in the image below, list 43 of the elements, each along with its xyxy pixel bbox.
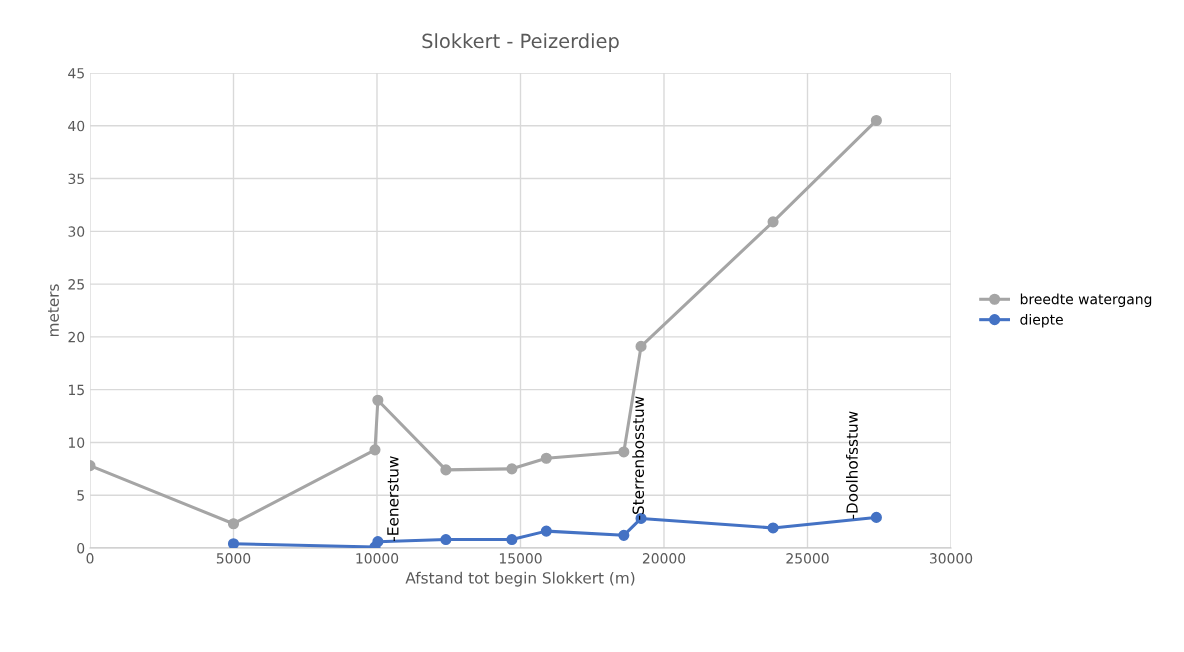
point	[618, 529, 630, 541]
y-tick-label: 0	[77, 542, 85, 554]
y-tick-label: 15	[68, 384, 84, 396]
x-tick-label: 20000	[642, 553, 686, 564]
point	[506, 463, 518, 475]
x-tick-label: 15000	[499, 553, 542, 564]
y-tick-label: 40	[68, 120, 85, 132]
point	[440, 533, 452, 546]
y-tick-label: 10	[68, 437, 85, 448]
point	[870, 114, 882, 127]
chart-title: Slokkert - Peizerdiep	[422, 33, 619, 53]
point	[369, 444, 381, 456]
x-tick-label: 30000	[929, 553, 973, 564]
point	[540, 452, 552, 464]
point	[372, 536, 384, 548]
point	[227, 538, 240, 548]
point	[440, 464, 452, 476]
annotation: -Eenerstuw	[387, 456, 399, 541]
point	[870, 511, 882, 523]
point	[540, 525, 552, 537]
x-tick-label: 0	[86, 553, 94, 564]
y-tick-label: 35	[68, 173, 84, 185]
y-tick-label: 20	[68, 331, 85, 343]
point	[506, 533, 518, 546]
y-axis-title: meters	[48, 284, 59, 337]
point	[372, 394, 384, 406]
x-tick-label: 25000	[786, 553, 829, 564]
y-tick-label: 5	[77, 490, 84, 501]
x-tick-label: 5000	[216, 553, 251, 564]
annotation: -Sterrenbosstuw	[632, 396, 645, 520]
y-tick-label: 25	[68, 279, 84, 290]
y-tick-label: 30	[68, 226, 85, 237]
annotation: -Doolhofsstuw	[846, 411, 858, 519]
point	[635, 340, 647, 352]
legend-label: breedte watergang	[1020, 293, 1152, 308]
x-axis-title: Afstand tot begin Slokkert (m)	[405, 571, 635, 587]
y-tick-label: 45	[68, 68, 84, 79]
legend-label: diepte	[1020, 313, 1063, 328]
point	[767, 216, 779, 228]
point	[618, 446, 630, 458]
x-tick-label: 10000	[356, 553, 399, 564]
point	[227, 518, 240, 530]
point	[767, 522, 779, 534]
